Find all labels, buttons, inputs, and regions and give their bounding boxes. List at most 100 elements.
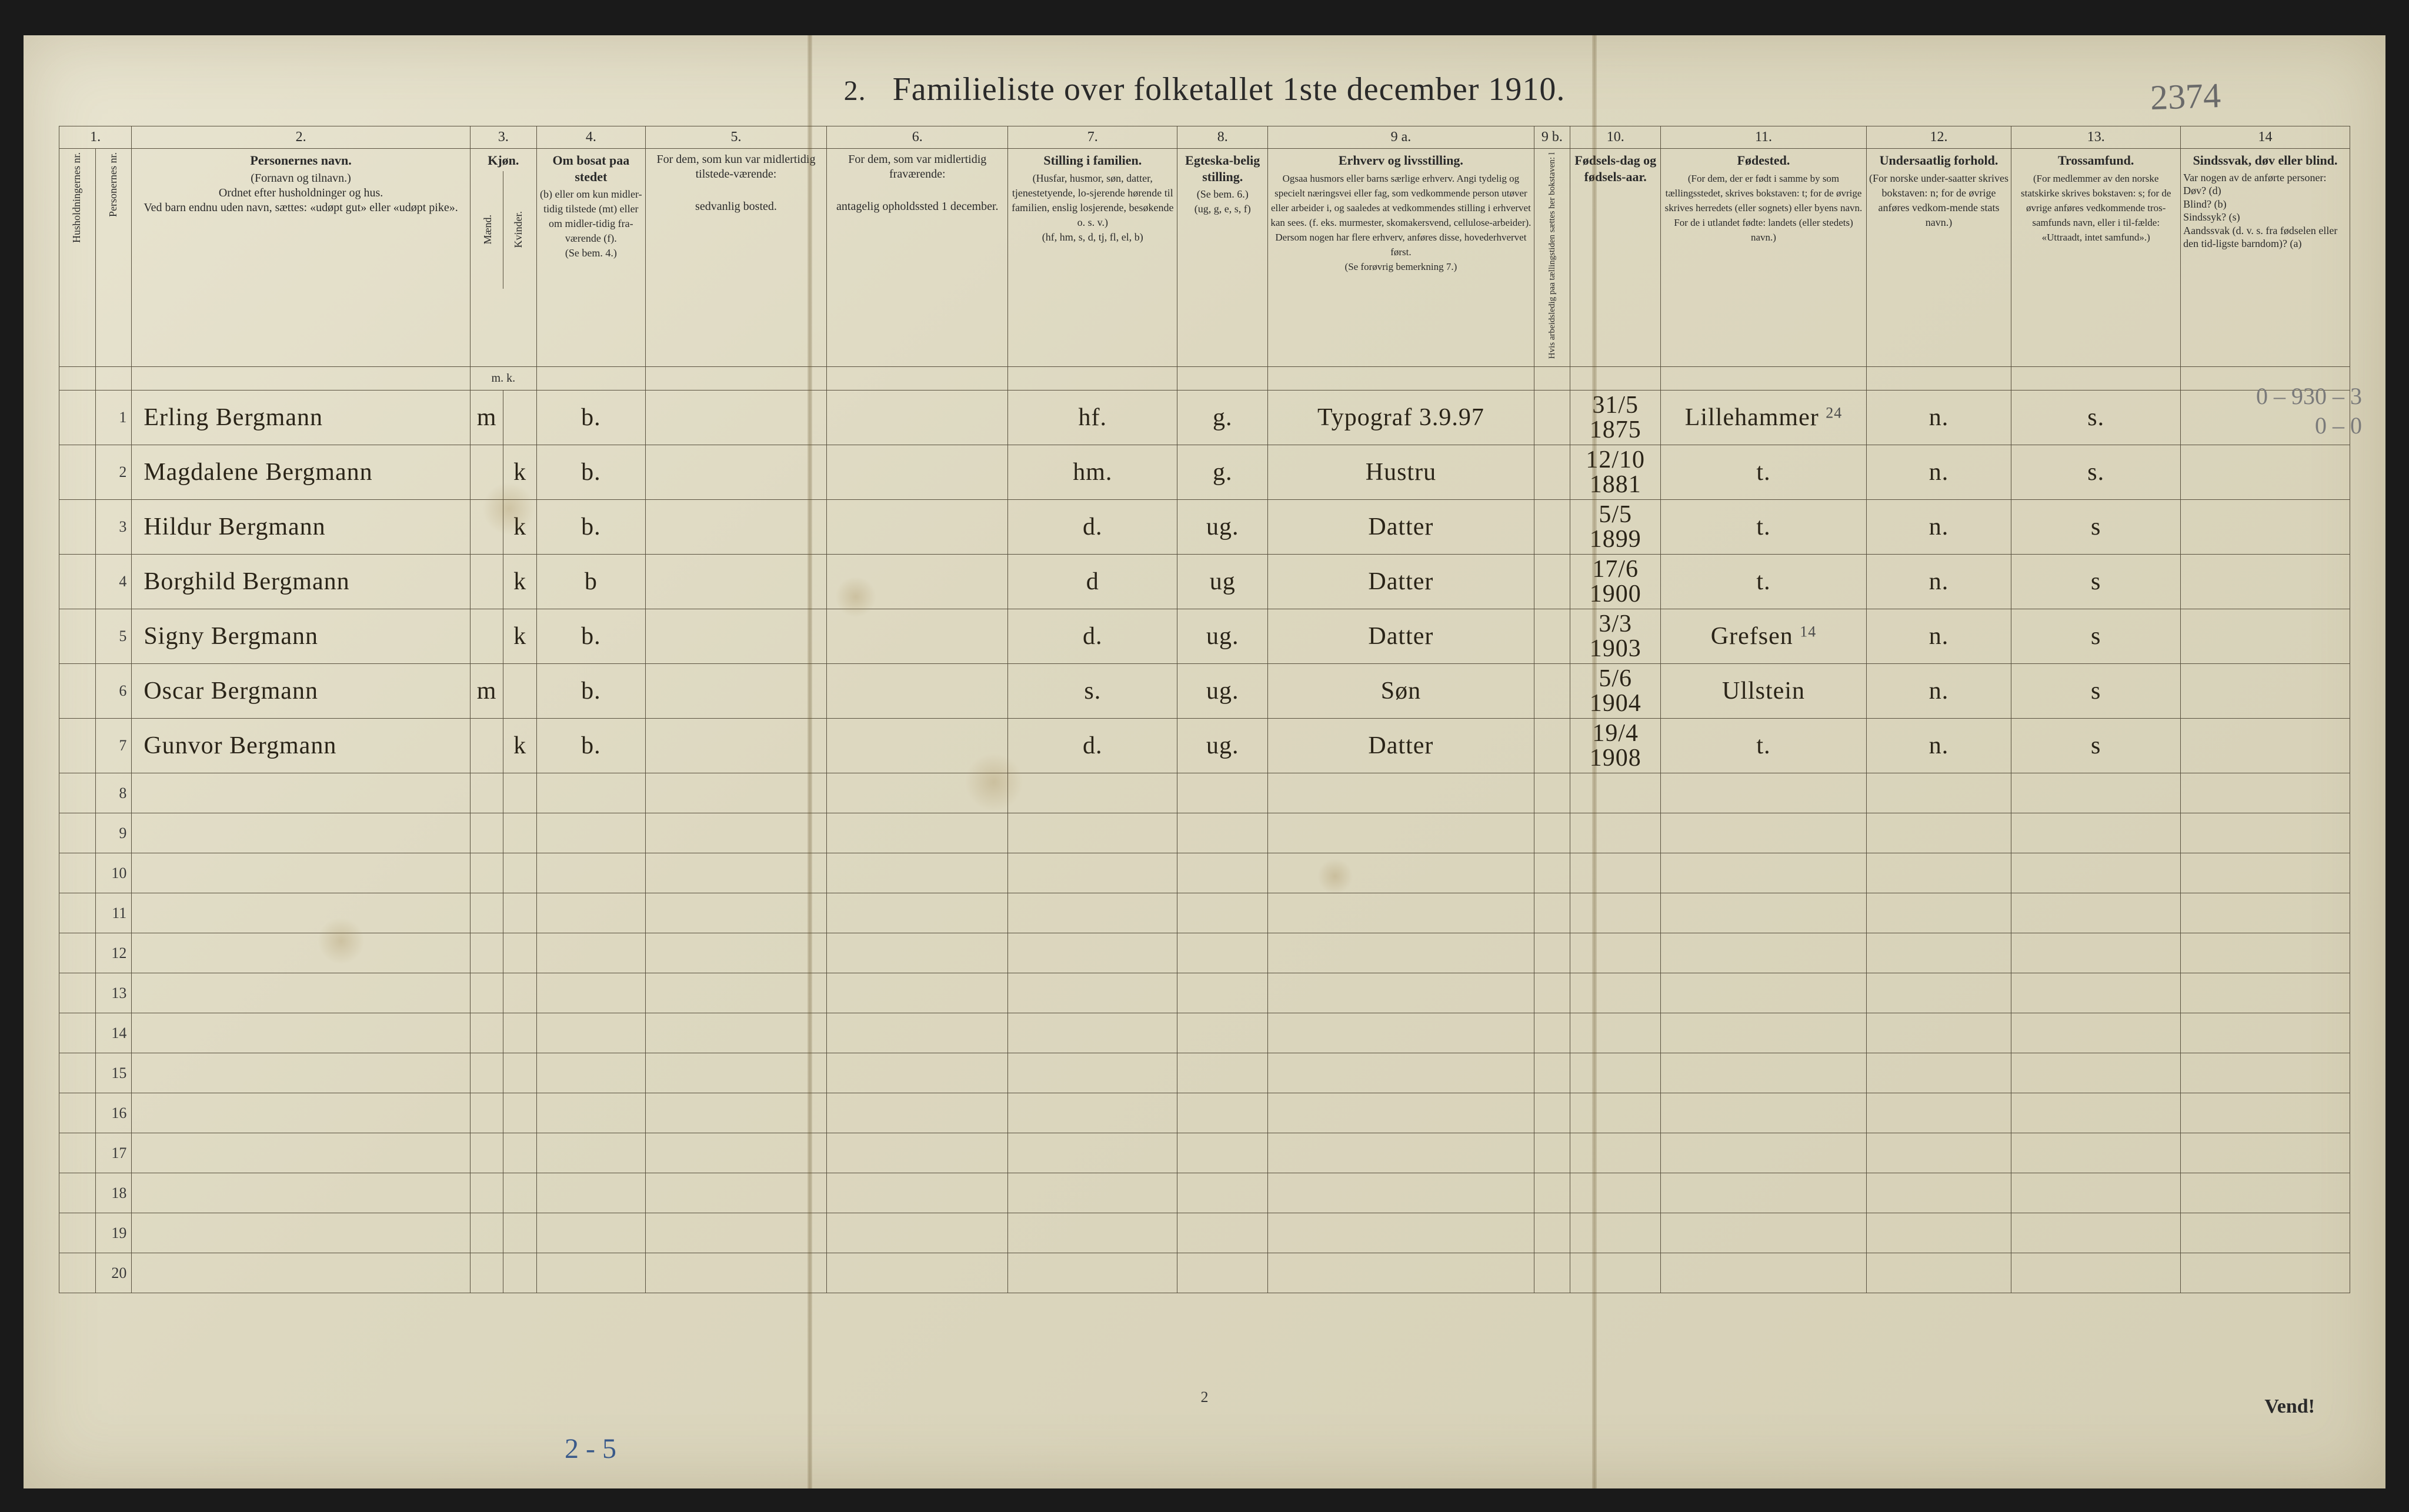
sub-blank-2 [95, 367, 132, 390]
colnum-4: 4. [536, 126, 645, 149]
cell-empty [1866, 1253, 2011, 1293]
cell-empty [1661, 1013, 1866, 1053]
cell-empty [1661, 1093, 1866, 1133]
cell-empty [2011, 853, 2181, 893]
cell-empty [1268, 1253, 1534, 1293]
hdr-unemployed: Hvis arbeidsledig paa tællingstiden sætt… [1534, 149, 1570, 367]
cell-empty [470, 893, 503, 933]
cell-empty [645, 933, 826, 973]
cell-empty [503, 1213, 537, 1253]
table-row: 12 [59, 933, 2350, 973]
annotation-top-number: 2374 [2150, 75, 2221, 118]
cell-person-no: 12 [95, 933, 132, 973]
cell-empty [536, 1013, 645, 1053]
cell-household-no [59, 555, 96, 609]
hdr-disability: Sindssvak, døv eller blind. Var nogen av… [2181, 149, 2350, 367]
cell-empty [1534, 1253, 1570, 1293]
cell-empty [2181, 893, 2350, 933]
cell-empty [470, 1173, 503, 1213]
cell-empty [503, 1253, 537, 1293]
fold-line-2 [1592, 35, 1597, 1488]
cell-empty [132, 773, 471, 813]
cell-empty [645, 1133, 826, 1173]
colnum-7: 7. [1008, 126, 1177, 149]
cell-name: Signy Bergmann [132, 609, 471, 664]
colnum-6: 6. [827, 126, 1008, 149]
cell-disability [2181, 555, 2350, 609]
cell-household-no [59, 893, 96, 933]
cell-nationality: n. [1866, 500, 2011, 555]
table-row: 5Signy Bergmannkb.d.ug.Datter3/3 1903Gre… [59, 609, 2350, 664]
hdr-person-no: Personernes nr. [95, 149, 132, 367]
cell-empty [827, 1093, 1008, 1133]
cell-empty [1268, 1173, 1534, 1213]
table-row: 19 [59, 1213, 2350, 1253]
cell-empty [1177, 973, 1268, 1013]
cell-household-no [59, 445, 96, 500]
cell-person-no: 8 [95, 773, 132, 813]
sub-blank-6 [827, 367, 1008, 390]
cell-empty [536, 933, 645, 973]
table-row: 4Borghild BergmannkbdugDatter17/6 1900t.… [59, 555, 2350, 609]
cell-empty [1866, 773, 2011, 813]
cell-empty [1534, 973, 1570, 1013]
cell-empty [1570, 973, 1661, 1013]
cell-empty [1661, 973, 1866, 1013]
hdr-residence: Om bosat paa stedet (b) eller om kun mid… [536, 149, 645, 367]
cell-temp-absent [827, 664, 1008, 719]
cell-religion: s [2011, 664, 2181, 719]
cell-empty [132, 853, 471, 893]
cell-person-no: 4 [95, 555, 132, 609]
cell-religion: s [2011, 719, 2181, 773]
cell-empty [1534, 1173, 1570, 1213]
hdr-birthplace: Fødested. (For dem, der er født i samme … [1661, 149, 1866, 367]
cell-empty [1570, 813, 1661, 853]
cell-empty [645, 1253, 826, 1293]
cell-empty [536, 1173, 645, 1213]
cell-empty [1534, 1053, 1570, 1093]
cell-empty [470, 1213, 503, 1253]
cell-temp-present [645, 719, 826, 773]
cell-empty [1008, 1213, 1177, 1253]
cell-empty [503, 1133, 537, 1173]
cell-empty [827, 1253, 1008, 1293]
cell-empty [1866, 973, 2011, 1013]
cell-empty [827, 973, 1008, 1013]
cell-empty [1661, 853, 1866, 893]
cell-empty [1661, 1253, 1866, 1293]
cell-empty [132, 1053, 471, 1093]
cell-empty [1661, 1053, 1866, 1093]
cell-residence: b. [536, 719, 645, 773]
cell-empty [2181, 1133, 2350, 1173]
cell-person-no: 5 [95, 609, 132, 664]
cell-household-no [59, 719, 96, 773]
cell-empty [1177, 1213, 1268, 1253]
table-row: 7Gunvor Bergmannkb.d.ug.Datter19/4 1908t… [59, 719, 2350, 773]
cell-empty [2181, 1253, 2350, 1293]
cell-empty [1866, 853, 2011, 893]
cell-household-no [59, 773, 96, 813]
cell-person-no: 11 [95, 893, 132, 933]
cell-household-no [59, 1093, 96, 1133]
table-head: 1. 2. 3. 4. 5. 6. 7. 8. 9 a. 9 b. 10. 11… [59, 126, 2350, 390]
cell-empty [1534, 1133, 1570, 1173]
cell-empty [536, 773, 645, 813]
cell-empty [1177, 1133, 1268, 1173]
cell-empty [1008, 1133, 1177, 1173]
cell-empty [1268, 773, 1534, 813]
cell-household-no [59, 1213, 96, 1253]
colnum-11: 11. [1661, 126, 1866, 149]
cell-empty [2011, 773, 2181, 813]
cell-person-no: 19 [95, 1213, 132, 1253]
hdr-sex: Kjøn. Mænd. Kvinder. [470, 149, 536, 367]
table-row: 10 [59, 853, 2350, 893]
cell-unemployed [1534, 500, 1570, 555]
cell-empty [470, 973, 503, 1013]
cell-sex-m: m [470, 390, 503, 445]
colnum-12: 12. [1866, 126, 2011, 149]
cell-household-no [59, 1013, 96, 1053]
cell-empty [1570, 1093, 1661, 1133]
cell-empty [1268, 1013, 1534, 1053]
cell-residence: b. [536, 500, 645, 555]
cell-person-no: 9 [95, 813, 132, 853]
